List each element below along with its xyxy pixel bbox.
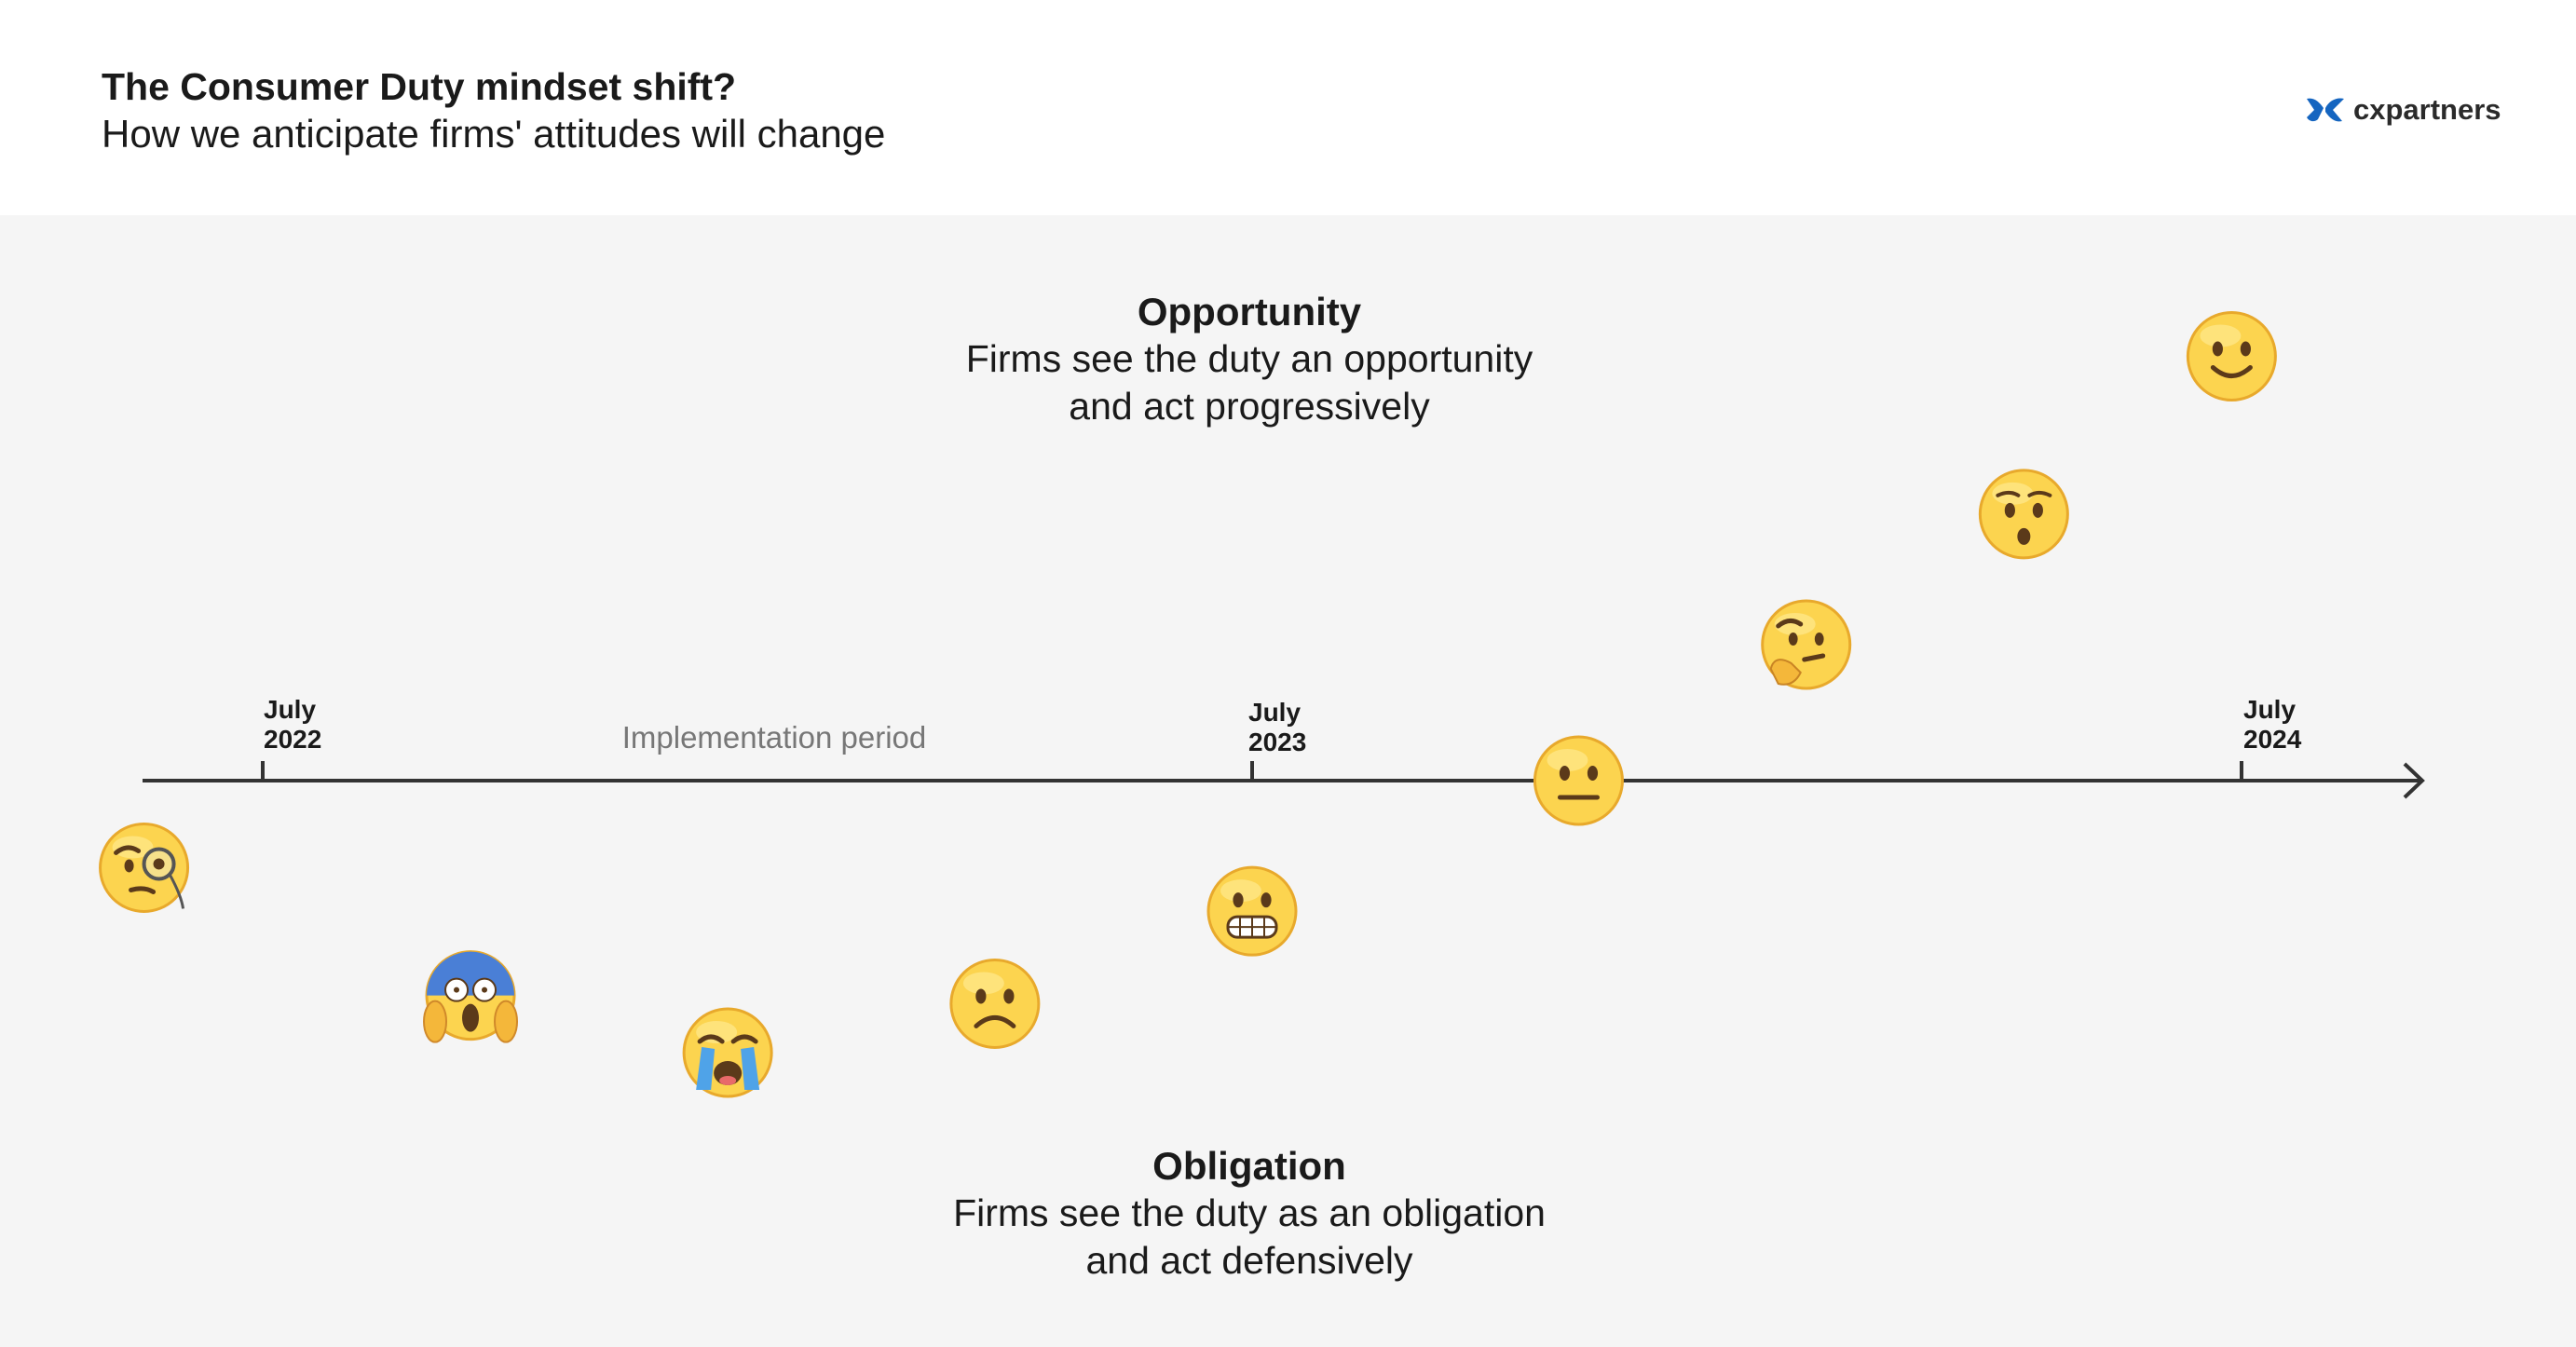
milestone-label: July	[1248, 698, 1301, 727]
cx-logo-icon	[2307, 98, 2344, 122]
neutral-face-icon	[1533, 735, 1624, 826]
emoji-layer	[99, 310, 2277, 1098]
milestone-label: July	[2243, 695, 2296, 724]
obligation-line: Firms see the duty as an obligation	[953, 1191, 1546, 1234]
loudly-crying-face-icon	[682, 1007, 773, 1098]
hushed-face-icon	[1978, 469, 2069, 560]
obligation-title: Obligation	[1152, 1144, 1346, 1188]
logo-text: cxpartners	[2353, 93, 2501, 126]
thinking-face-icon	[1761, 599, 1852, 690]
axis-arrow-icon	[2403, 762, 2425, 799]
milestone-label: 2022	[264, 725, 321, 754]
obligation-line: and act defensively	[1085, 1239, 1413, 1282]
opportunity-line: Firms see the duty an opportunity	[965, 337, 1533, 380]
obligation-block: Obligation Firms see the duty as an obli…	[830, 1143, 1669, 1285]
milestone-label: 2024	[2243, 725, 2302, 754]
milestone-label: 2023	[1248, 728, 1306, 756]
page-title: The Consumer Duty mindset shift?	[102, 65, 737, 108]
grimacing-face-icon	[1206, 865, 1298, 957]
header: The Consumer Duty mindset shift? How we …	[0, 0, 2576, 215]
opportunity-block: Opportunity Firms see the duty an opport…	[830, 289, 1669, 430]
face-with-monocle-icon	[99, 822, 190, 913]
opportunity-line: and act progressively	[1069, 385, 1430, 428]
page-subtitle: How we anticipate firms' attitudes will …	[102, 112, 886, 156]
implementation-period-label: Implementation period	[622, 720, 927, 755]
opportunity-title: Opportunity	[1137, 290, 1362, 333]
logo: cxpartners	[2305, 93, 2501, 127]
milestone-label: July	[264, 695, 316, 724]
face-screaming-in-fear-icon	[423, 950, 519, 1043]
slightly-smiling-face-icon	[2186, 310, 2277, 401]
frowning-face-icon	[949, 958, 1041, 1049]
